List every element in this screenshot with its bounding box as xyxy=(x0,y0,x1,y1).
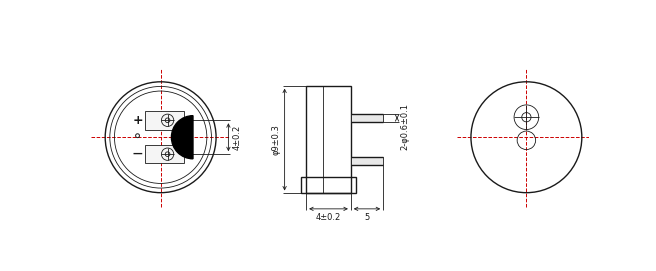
Text: —: — xyxy=(133,149,142,159)
Bar xyxy=(351,114,383,122)
Text: 2-φ0.6±0.1: 2-φ0.6±0.1 xyxy=(401,103,410,150)
Text: 4±0.2: 4±0.2 xyxy=(232,125,241,150)
Wedge shape xyxy=(171,116,193,159)
Bar xyxy=(301,176,356,193)
Bar xyxy=(145,145,184,163)
Bar xyxy=(351,157,383,165)
Text: 4±0.2: 4±0.2 xyxy=(316,214,341,222)
Bar xyxy=(306,86,351,193)
Text: +: + xyxy=(133,114,143,127)
Bar xyxy=(145,111,184,130)
Text: 5: 5 xyxy=(364,214,369,222)
Text: φ9±0.3: φ9±0.3 xyxy=(272,124,281,155)
